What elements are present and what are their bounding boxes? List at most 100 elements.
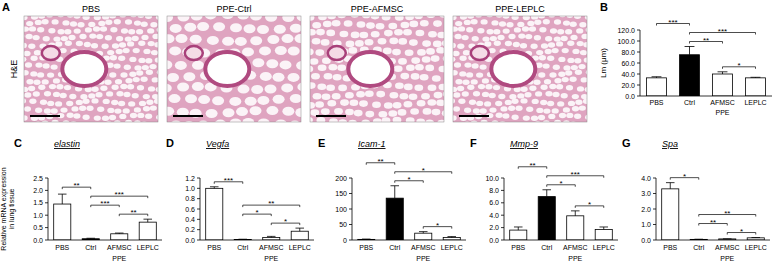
- alveolus: [133, 48, 140, 53]
- alveolus: [138, 58, 145, 63]
- alveolus: [552, 108, 559, 113]
- alveolus: [326, 30, 335, 37]
- alveolus: [148, 41, 155, 46]
- y-tick-label: 4.0: [489, 212, 499, 219]
- alveolus: [329, 118, 338, 122]
- bronchus: [62, 52, 106, 86]
- alveolus: [33, 80, 40, 85]
- alveolus: [266, 106, 278, 115]
- alveolus: [143, 94, 150, 99]
- alveolus: [344, 20, 353, 27]
- y-tick: [197, 198, 200, 199]
- alveolus: [566, 85, 573, 90]
- y-tick-label: 4.0: [641, 175, 651, 182]
- alveolus: [70, 21, 77, 26]
- alveolus: [531, 16, 538, 20]
- alveolus: [48, 28, 55, 33]
- alveolus: [236, 107, 248, 116]
- alveolus: [517, 22, 524, 27]
- x-axis: [352, 240, 466, 241]
- alveolus: [134, 107, 141, 112]
- x-tick-label: AFMSC: [710, 99, 735, 106]
- alveolus: [491, 120, 498, 122]
- alveolus: [76, 100, 83, 105]
- x-tick-label: PBS: [663, 244, 677, 251]
- alveolus: [275, 120, 287, 123]
- alveolus: [566, 16, 573, 18]
- alveolus: [40, 100, 47, 105]
- alveolus: [43, 63, 50, 68]
- bar: [662, 189, 679, 240]
- alveolus: [453, 43, 456, 48]
- alveolus: [469, 100, 476, 105]
- alveolus: [484, 101, 491, 106]
- alveolus: [35, 108, 42, 113]
- bronchus: [205, 52, 249, 86]
- alveolus: [24, 26, 29, 31]
- y-tick-label: 2.5: [33, 175, 43, 182]
- alveolus: [315, 101, 324, 108]
- image-frame: [310, 16, 444, 122]
- y-tick: [501, 215, 504, 216]
- error-cap: [723, 238, 732, 239]
- alveolus: [38, 85, 45, 90]
- y-tick-label: 10.0: [485, 175, 499, 182]
- error-cap: [599, 226, 608, 227]
- alveolus: [433, 20, 442, 27]
- alveolus: [297, 16, 301, 21]
- alveolus: [110, 27, 117, 32]
- alveolus: [127, 84, 134, 89]
- alveolus: [345, 92, 354, 99]
- alveolus: [30, 56, 37, 61]
- error-cap: [238, 239, 247, 240]
- alveolus: [64, 29, 71, 34]
- alveolus: [527, 21, 534, 26]
- y-tick: [501, 240, 504, 241]
- alveolus: [60, 107, 67, 112]
- alveolus: [541, 85, 548, 90]
- alveolus: [558, 57, 565, 62]
- alveolus: [472, 36, 479, 41]
- alveolus: [327, 100, 336, 107]
- alveolus: [462, 91, 469, 96]
- alveolus: [433, 41, 442, 48]
- alveolus: [384, 30, 393, 37]
- panel-label: G: [622, 137, 631, 149]
- alveolus: [145, 16, 152, 19]
- error-stem: [299, 228, 300, 231]
- alveolus: [395, 82, 404, 89]
- alveolus: [453, 115, 457, 120]
- alveolus: [112, 85, 119, 90]
- alveolus: [250, 36, 262, 45]
- alveolus: [538, 72, 545, 77]
- alveolus: [149, 64, 156, 69]
- error-bar: [652, 77, 662, 78]
- error-bar: [599, 227, 608, 229]
- alveolus: [316, 29, 325, 36]
- alveolus: [105, 20, 112, 25]
- error-cap: [295, 228, 304, 229]
- alveolus: [361, 119, 370, 122]
- alveolus: [207, 36, 219, 45]
- alveolus: [540, 100, 547, 105]
- y-tick: [653, 224, 656, 225]
- alveolus: [112, 43, 119, 48]
- error-bar: [666, 183, 675, 189]
- x-axis: [640, 96, 772, 97]
- alveolus: [109, 16, 116, 19]
- alveolus: [365, 111, 374, 118]
- alveolus: [535, 91, 542, 96]
- y-tick: [637, 85, 640, 86]
- alveolus: [434, 92, 443, 99]
- alveolus: [55, 101, 62, 106]
- alveolus: [467, 85, 474, 90]
- x-tick-label: LEPLC: [137, 244, 159, 251]
- y-tick: [349, 178, 352, 179]
- alveolus: [118, 101, 125, 106]
- alveolus: [409, 93, 418, 100]
- alveolus: [100, 26, 107, 31]
- alveolus: [359, 100, 368, 107]
- alveolus: [76, 41, 83, 46]
- alveolus: [476, 101, 483, 106]
- alveolus: [52, 19, 59, 24]
